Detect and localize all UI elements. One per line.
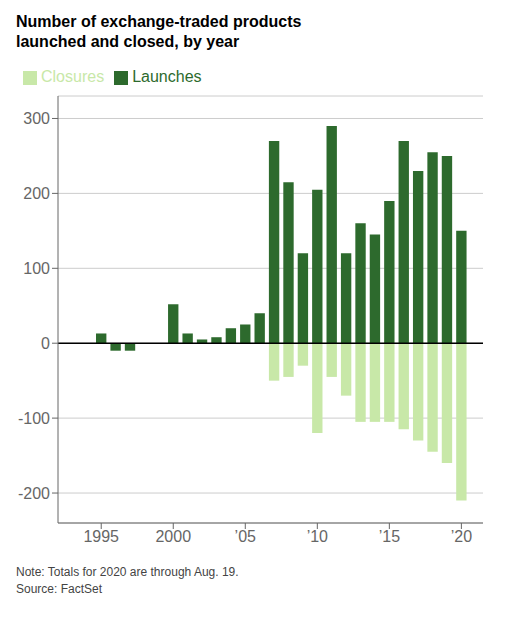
html-text:Launches: Launches (132, 68, 202, 85)
html-text:Closures: Closures (41, 68, 105, 85)
svg-text:2000: 2000 (155, 528, 191, 545)
svg-text:’15: ’15 (379, 528, 400, 545)
svg-text:’20: ’20 (451, 528, 472, 545)
html-text:Number of exchange-traded prod: Number of exchange-traded products (16, 13, 302, 30)
svg-text:300: 300 (23, 110, 50, 127)
svg-text:100: 100 (23, 260, 50, 277)
html-text:Source: FactSet: Source: FactSet (16, 582, 102, 596)
svg-text:0: 0 (41, 335, 50, 352)
svg-text:-100: -100 (18, 410, 50, 427)
svg-text:200: 200 (23, 185, 50, 202)
html-text:Note: Totals for 2020 are thro: Note: Totals for 2020 are through Aug. 1… (16, 565, 239, 579)
svg-text:-200: -200 (18, 485, 50, 502)
svg-text:’05: ’05 (235, 528, 256, 545)
html-text:launched and closed, by year: launched and closed, by year (16, 33, 240, 50)
svg-text:1995: 1995 (83, 528, 119, 545)
svg-text:’10: ’10 (307, 528, 328, 545)
